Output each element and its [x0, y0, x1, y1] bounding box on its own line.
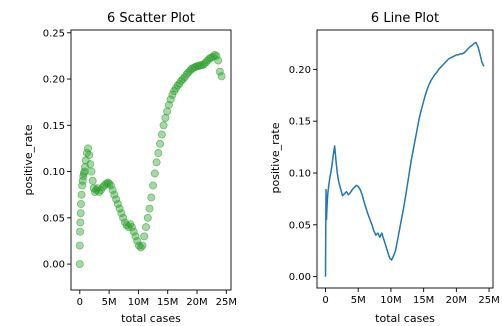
x-tick-label: 15M — [413, 295, 434, 306]
line-series — [324, 41, 485, 277]
x-tick-label: 10M — [128, 297, 149, 308]
scatter-point — [150, 169, 159, 178]
line-y-ticks: 0.00 0.05 0.10 0.15 0.20 — [289, 65, 317, 283]
y-tick-label: 0.15 — [43, 121, 65, 132]
scatter-point — [140, 232, 149, 241]
scatter-point — [127, 223, 136, 232]
x-tick-label: 15M — [157, 297, 178, 308]
scatter-point — [108, 186, 117, 195]
scatter-point — [86, 160, 95, 169]
scatter-point — [156, 139, 165, 148]
scatter-point — [168, 90, 177, 99]
scatter-point — [87, 167, 96, 176]
x-tick-label: 10M — [380, 295, 401, 306]
scatter-point — [214, 56, 223, 65]
x-tick-label: 0 — [322, 295, 328, 306]
scatter-subplot: 6 Scatter Plot 0.000.050.100.150.200.25 … — [22, 11, 237, 325]
scatter-point — [147, 193, 156, 202]
x-tick-label: 5M — [351, 295, 366, 306]
scatter-point — [85, 150, 94, 159]
scatter-point — [215, 67, 224, 76]
y-tick-label: 0.00 — [43, 260, 65, 271]
scatter-point — [133, 236, 142, 245]
scatter-point — [115, 204, 124, 213]
scatter-point — [149, 181, 158, 190]
scatter-point — [75, 241, 84, 250]
scatter-point — [76, 227, 85, 236]
scatter-point — [129, 227, 138, 236]
scatter-point — [88, 176, 97, 185]
scatter-point — [217, 72, 226, 81]
scatter-axes-frame — [70, 29, 232, 291]
line-series-path — [324, 41, 485, 277]
line-y-axis-label: positive_rate — [269, 122, 282, 193]
scatter-point — [79, 172, 88, 181]
scatter-point — [119, 213, 128, 222]
y-tick-label: 0.15 — [289, 117, 311, 128]
scatter-point — [157, 130, 166, 139]
scatter-y-axis-label: positive_rate — [22, 124, 35, 195]
scatter-points — [75, 50, 226, 269]
line-x-axis-label: total cases — [375, 312, 435, 325]
scatter-point — [106, 181, 115, 190]
y-tick-label: 0.05 — [289, 220, 311, 231]
line-axes-frame — [316, 29, 494, 289]
scatter-point — [212, 51, 221, 60]
scatter-point — [131, 232, 140, 241]
line-title: 6 Line Plot — [371, 11, 439, 26]
scatter-point — [113, 199, 122, 208]
y-tick-label: 0.20 — [289, 65, 311, 76]
scatter-point — [84, 144, 93, 153]
y-tick-label: 0.00 — [289, 272, 311, 283]
scatter-point — [75, 260, 84, 269]
y-tick-label: 0.10 — [43, 167, 65, 178]
x-tick-label: 25M — [216, 297, 237, 308]
scatter-point — [145, 204, 154, 213]
scatter-x-axis-label: total cases — [121, 312, 181, 325]
line-x-ticks: 0 5M 10M 15M 20M 25M — [322, 288, 500, 306]
scatter-point — [76, 218, 85, 227]
scatter-title: 6 Scatter Plot — [107, 11, 195, 26]
y-tick-label: 0.05 — [43, 213, 65, 224]
scatter-point — [112, 195, 121, 204]
x-tick-label: 25M — [478, 295, 499, 306]
x-tick-label: 0 — [77, 297, 83, 308]
scatter-point — [110, 190, 119, 199]
line-subplot: 6 Line Plot 0.00 0.05 0.10 0.15 0.20 0 5M 10M 1… — [269, 11, 500, 325]
y-tick-label: 0.20 — [43, 75, 65, 86]
scatter-point — [142, 223, 151, 232]
scatter-point — [76, 209, 85, 218]
scatter-point — [166, 95, 175, 104]
scatter-point — [161, 113, 170, 122]
scatter-y-ticks: 0.00 0.05 0.10 0.15 0.20 0.25 — [43, 28, 71, 271]
scatter-point — [138, 241, 147, 250]
x-tick-label: 20M — [446, 295, 467, 306]
scatter-point — [143, 213, 152, 222]
scatter-x-ticks: 0 5M 10M 15M 20M 25M — [77, 290, 237, 308]
scatter-point — [163, 107, 172, 116]
x-tick-label: 20M — [186, 297, 207, 308]
scatter-point — [103, 178, 112, 187]
scatter-point — [117, 209, 126, 218]
scatter-point — [76, 199, 85, 208]
scatter-point — [159, 121, 168, 130]
x-tick-label: 5M — [102, 297, 117, 308]
y-tick-label: 0.10 — [289, 168, 311, 179]
scatter-point — [77, 190, 86, 199]
y-tick-label: 0.25 — [43, 28, 65, 39]
scatter-point — [152, 158, 161, 167]
scatter-point — [154, 149, 163, 158]
